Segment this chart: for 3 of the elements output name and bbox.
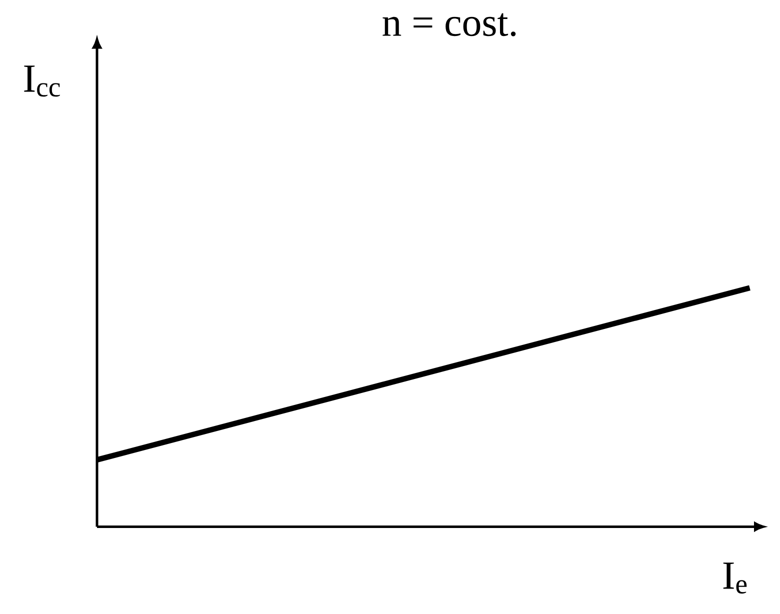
x-axis-title: I$_{e}$ bbox=[723, 562, 747, 594]
y-axis-title: I$_{cc}$ bbox=[24, 66, 60, 97]
chart-title: n = cost. bbox=[382, 13, 516, 36]
